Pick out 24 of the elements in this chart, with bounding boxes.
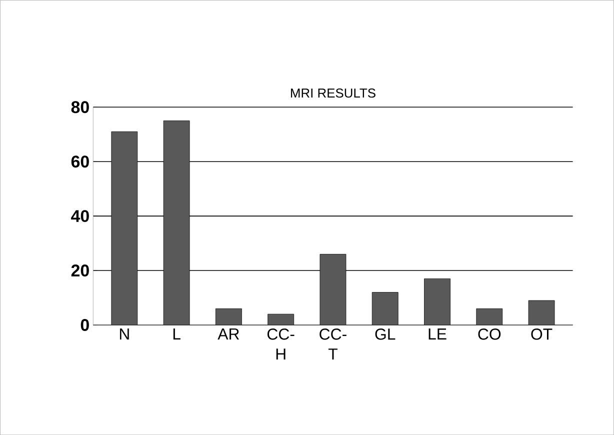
x-tick-label: CO: [478, 328, 501, 340]
y-tick-label: 40: [71, 210, 89, 222]
bar: [163, 120, 190, 325]
bar: [268, 314, 294, 325]
x-tick-label: CC-H: [267, 328, 294, 360]
x-tick-label: OT: [531, 328, 552, 340]
y-tick-label: 20: [71, 264, 89, 276]
x-tick-label: CC-T: [320, 328, 346, 360]
bar: [372, 292, 398, 325]
bar: [476, 308, 503, 325]
bar: [320, 254, 346, 325]
y-tick-label: 0: [80, 318, 89, 331]
x-tick-label: L: [173, 328, 180, 340]
chart-title: MRI RESULTS: [291, 88, 376, 98]
x-tick-label: AR: [218, 328, 240, 340]
bar: [528, 300, 555, 325]
bar: [216, 308, 242, 325]
bar: [111, 131, 138, 325]
y-tick-label: 60: [71, 156, 89, 168]
y-tick-label: 80: [71, 101, 89, 114]
bar: [424, 278, 450, 325]
x-tick-label: N: [120, 328, 129, 340]
x-tick-label: GL: [375, 328, 396, 340]
x-tick-label: LE: [428, 328, 446, 340]
